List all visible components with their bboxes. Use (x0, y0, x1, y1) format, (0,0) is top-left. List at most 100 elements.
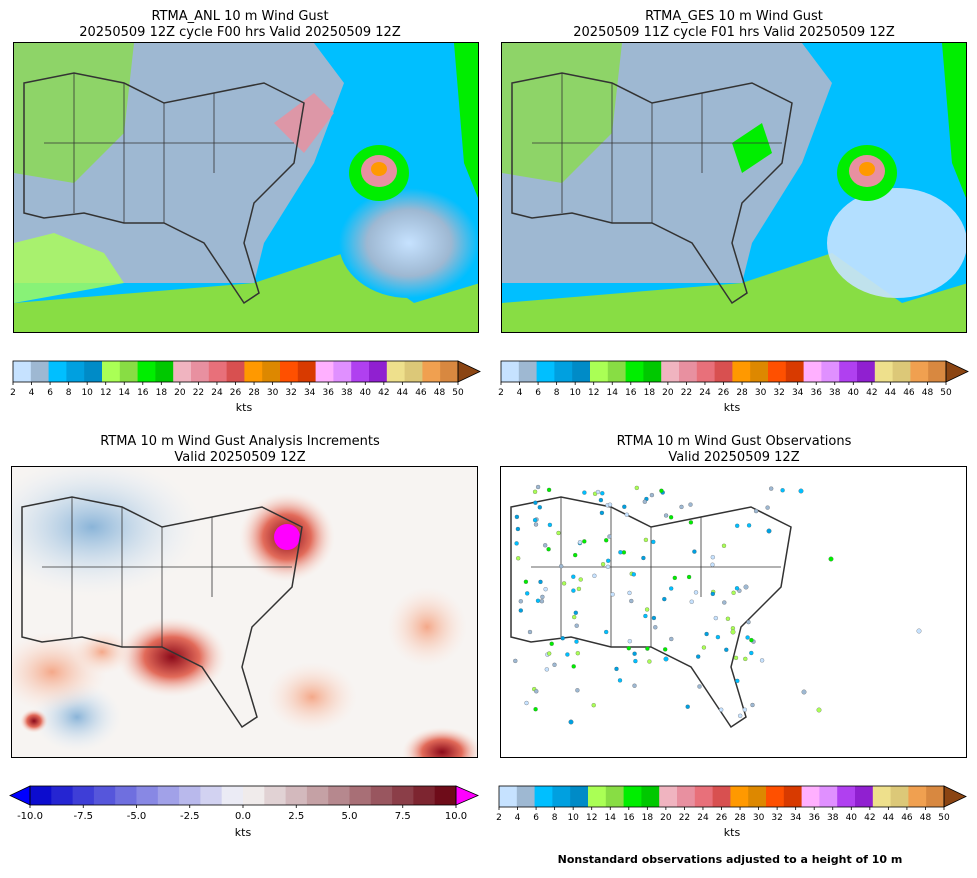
colorbar-4-swatch (712, 786, 731, 807)
colorbar-3-swatch (285, 786, 308, 805)
observation-marker (749, 650, 754, 656)
colorbar-1-tick-label: 24 (211, 388, 223, 398)
colorbar-4-swatch (694, 786, 714, 807)
colorbar-2-tick-label: 8 (554, 388, 560, 398)
observation-marker (669, 636, 674, 642)
colorbar-1-tick-label: 12 (100, 388, 111, 398)
observation-marker (735, 523, 740, 528)
observation-marker (689, 599, 694, 604)
observation-marker (546, 487, 552, 493)
observation-marker (733, 655, 739, 661)
coastline (23, 72, 305, 305)
colorbar-4-swatch (926, 786, 945, 807)
colorbar-4-tick-label: 26 (716, 813, 728, 823)
colorbar-4-tick-label: 2 (496, 813, 502, 823)
panel-2-title-line1: RTMA_GES 10 m Wind Gust (645, 9, 823, 24)
observation-marker (715, 634, 721, 640)
observation-marker (547, 651, 552, 656)
colorbar-1-tick-label: 46 (415, 388, 427, 398)
observation-marker (561, 581, 567, 586)
observation-marker (606, 558, 611, 563)
observation-marker (746, 619, 751, 625)
observation-marker (591, 703, 596, 708)
observation-marker (719, 707, 724, 712)
observation-marker (544, 667, 549, 672)
colorbar-1-swatch (440, 361, 459, 382)
colorbar-3-swatch (306, 786, 329, 805)
observation-marker (604, 629, 609, 635)
colorbar-4-swatch (552, 786, 571, 807)
coastline (511, 72, 793, 305)
colorbar-4-swatch (783, 786, 803, 807)
colorbar-2-swatch (714, 361, 733, 382)
colorbar-2-swatch (892, 361, 911, 382)
observation-marker (549, 641, 554, 646)
observation-marker (574, 639, 579, 644)
observation-marker (575, 688, 580, 693)
colorbar-4-swatch (908, 786, 927, 807)
observation-marker (600, 562, 606, 567)
colorbar-2-swatch (536, 361, 555, 382)
colorbar-2-tick-label: 40 (848, 388, 860, 398)
observation-marker (688, 520, 694, 525)
observation-marker (696, 654, 701, 659)
colorbar-1-tick-label: 38 (341, 388, 353, 398)
colorbar-2-swatch (821, 361, 840, 382)
observation-marker (524, 700, 529, 706)
storm-core (371, 162, 387, 176)
colorbar-2-swatch (518, 361, 538, 382)
observation-marker (626, 646, 631, 651)
max-increment-marker (274, 524, 300, 550)
coastal-green-field (732, 123, 772, 173)
observation-marker (605, 564, 611, 569)
observation-marker (533, 522, 539, 527)
colorbar-2-swatch (928, 361, 947, 382)
panel-2-title-line2: 20250509 11Z cycle F01 hrs Valid 2025050… (573, 25, 895, 40)
colorbar-1-swatch (84, 361, 103, 382)
observation-marker (518, 608, 523, 613)
observation-marker (828, 556, 834, 562)
observation-marker (618, 550, 623, 555)
colorbar-1-swatch (30, 361, 50, 382)
observation-marker (731, 590, 736, 595)
colorbar-4-tick-label: 34 (790, 813, 802, 823)
observation-marker (725, 616, 731, 621)
observation-marker (632, 651, 637, 656)
colorbar-2-tick-label: 20 (662, 388, 674, 398)
positive-increment-gulf (117, 617, 227, 697)
observation-marker (686, 574, 692, 580)
colorbar-4-tick-label: 44 (883, 813, 895, 823)
observation-marker (559, 564, 564, 569)
colorbar-3-swatch (157, 786, 180, 805)
observation-marker (734, 586, 740, 591)
colorbar-2-tick-label: 14 (607, 388, 619, 398)
colorbar-1-swatch (48, 361, 67, 382)
colorbar-4-tick-label: 20 (660, 813, 672, 823)
colorbar-1-tick-label: 48 (434, 388, 446, 398)
colorbar-1-swatch (404, 361, 423, 382)
observation-marker (633, 658, 638, 664)
colorbar-4-tick-label: 30 (753, 813, 765, 823)
colorbar-3-tick-label: -2.5 (180, 811, 200, 822)
colorbar-2-extend-max (945, 360, 969, 383)
positive-increment-bahamas (267, 662, 357, 732)
panel-4-map-svg (501, 467, 966, 757)
colorbar-1-swatch (422, 361, 441, 382)
observation-marker (765, 505, 770, 510)
observation-marker (547, 522, 553, 528)
colorbar-2: 2 4 6 8 10 12 14 16 18 20 22 24 26 28 30 32 34 36 38 40 42 44… (498, 360, 969, 398)
colorbar-2-swatch (696, 361, 716, 382)
observation-marker (710, 562, 715, 567)
colorbar-3-swatch (30, 786, 52, 805)
observation-marker (745, 635, 750, 640)
observation-marker (669, 586, 674, 591)
colorbar-1-units: kts (235, 401, 253, 414)
colorbar-4-tick-label: 18 (642, 813, 654, 823)
colorbar-1-swatch (351, 361, 370, 382)
observation-marker (668, 515, 674, 520)
positive-increment-southeast (402, 727, 477, 757)
colorbar-4-tick-label: 12 (586, 813, 597, 823)
observation-marker (532, 489, 538, 494)
observation-marker (604, 538, 609, 543)
colorbar-1-tick-label: 36 (322, 388, 334, 398)
